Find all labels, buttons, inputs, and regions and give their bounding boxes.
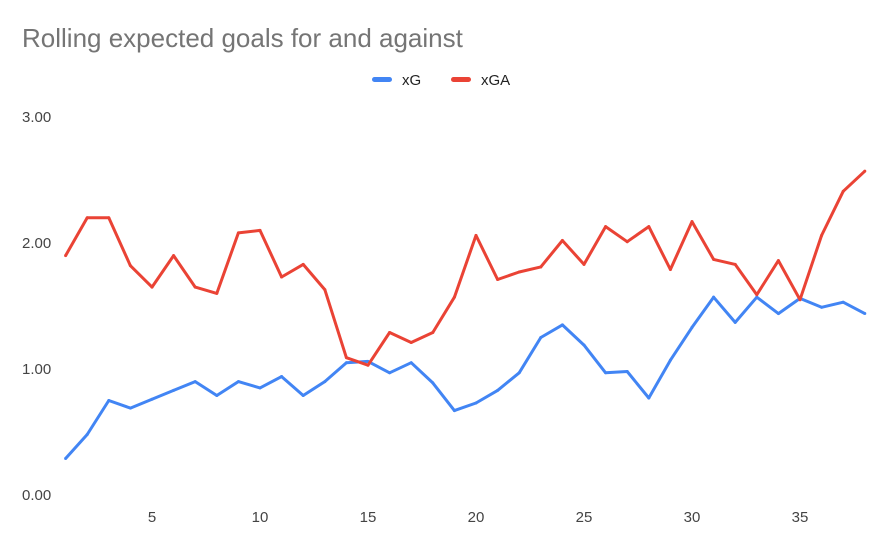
x-tick-label: 25 [576,509,593,526]
data-point-xg [409,361,413,365]
data-point-xg [863,312,867,316]
data-point-xg [150,397,154,401]
data-point-xg [841,300,845,304]
data-point-xga [560,238,564,242]
x-tick-label: 20 [468,509,485,526]
data-point-xga [690,220,694,224]
data-point-xga [150,285,154,289]
data-point-xga [776,259,780,263]
data-point-xga [366,363,370,367]
data-point-xga [539,265,543,269]
x-tick-label: 15 [360,509,377,526]
y-axis: 0.00 1.00 2.00 3.00 [22,109,51,504]
data-point-xga [64,254,68,258]
plot-area [64,169,867,460]
legend: xG xGA [372,72,510,89]
data-point-xg [539,336,543,339]
data-point-xga [344,356,348,360]
legend-label: xGA [481,72,510,89]
data-point-xga [107,216,111,220]
data-point-xg [388,371,392,375]
data-point-xg [323,380,327,384]
data-point-xga [452,295,456,299]
data-point-xga [712,257,716,261]
data-point-xg [128,406,132,410]
data-point-xg [107,399,111,402]
data-point-xg [733,320,737,324]
data-point-xg [301,393,305,397]
data-point-xg [236,380,240,384]
data-point-xga [841,189,845,193]
data-point-xg [604,371,608,375]
data-point-xg [776,312,780,316]
data-point-xg [517,371,521,375]
data-point-xga [431,330,435,334]
data-point-xga [236,231,240,235]
data-point-xga [85,216,89,220]
data-point-xga [733,262,737,266]
legend-item-xg[interactable]: xG [372,72,421,89]
data-point-xg [280,375,284,379]
data-point-xg [474,401,478,405]
data-point-xga [496,278,500,282]
y-tick-label: 1.00 [22,361,51,378]
data-point-xga [258,228,262,232]
data-point-xg [215,393,219,397]
y-tick-label: 2.00 [22,235,51,252]
data-point-xg [625,370,629,374]
data-point-xga [128,264,132,268]
data-point-xg [64,456,68,460]
data-point-xg [452,409,456,413]
data-point-xga [755,293,759,297]
data-point-xg [560,323,564,327]
data-point-xga [517,270,521,274]
legend-swatch [451,77,471,82]
chart-title: Rolling expected goals for and against [22,23,464,53]
data-point-xga [215,291,219,295]
data-point-xga [301,262,305,266]
data-point-xg [647,396,651,400]
data-point-xga [625,240,629,244]
data-point-xga [172,254,176,258]
data-point-xg [820,305,824,309]
data-point-xga [280,275,284,279]
legend-label: xG [402,72,421,89]
data-point-xga [820,233,824,237]
data-point-xg [712,295,716,299]
data-point-xg [85,433,89,437]
data-point-xga [193,285,197,289]
data-point-xg [431,381,435,385]
series-line-xga [64,170,866,367]
legend-item-xga[interactable]: xGA [451,72,510,89]
data-point-xga [668,267,672,271]
x-tick-label: 5 [148,509,156,526]
data-point-xg [668,358,672,362]
data-point-xga [388,330,392,334]
data-point-xga [474,233,478,237]
y-tick-label: 0.00 [22,487,51,504]
data-point-xga [798,298,802,302]
x-tick-label: 10 [252,509,269,526]
legend-swatch [372,77,392,82]
data-point-xga [863,169,867,173]
data-point-xga [409,341,413,345]
data-point-xg [690,325,694,329]
data-point-xg [344,361,348,365]
data-point-xg [496,388,500,392]
series-line-xg [64,295,866,460]
data-point-xg [582,343,586,347]
data-point-xga [323,288,327,292]
data-point-xga [604,225,608,229]
x-tick-label: 30 [684,509,701,526]
x-tick-label: 35 [792,509,809,526]
data-point-xg [172,388,176,392]
data-point-xga [582,262,586,266]
data-point-xg [755,295,759,299]
data-point-xga [647,225,651,229]
y-tick-label: 3.00 [22,109,51,126]
x-axis: 5 10 15 20 25 30 35 [148,509,809,526]
data-point-xg [258,386,262,390]
data-point-xg [193,380,197,384]
